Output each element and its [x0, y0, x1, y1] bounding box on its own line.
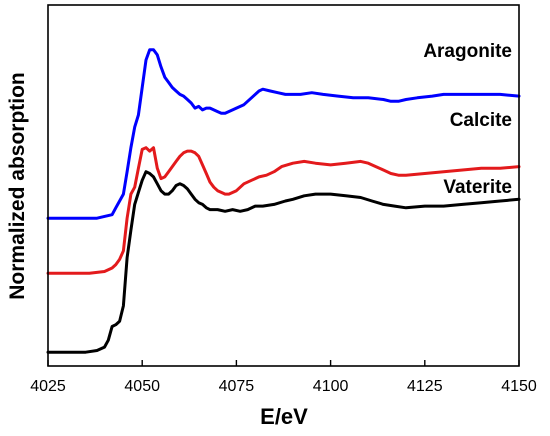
series-layer [46, 48, 521, 354]
x-tick-label: 4050 [124, 378, 160, 395]
x-tick-label: 4025 [30, 378, 66, 395]
x-tick-label: 4150 [501, 378, 537, 395]
series-line-calcite [46, 146, 521, 275]
x-axis-label: E/eV [260, 404, 308, 429]
x-tick-label: 4075 [219, 378, 255, 395]
series-line-vaterite [46, 170, 521, 354]
x-axis-ticks: 4025 4050 4075 4100 4125 4150 [30, 360, 537, 395]
x-tick-label: 4100 [313, 378, 349, 395]
y-axis-label: Normalized absorption [6, 72, 29, 300]
series-label-calcite: Calcite [450, 110, 512, 131]
series-label-vaterite: Vaterite [443, 177, 512, 198]
plot-frame [47, 4, 520, 367]
x-tick-label: 4125 [407, 378, 443, 395]
series-line-aragonite [46, 48, 521, 220]
series-label-aragonite: Aragonite [423, 41, 512, 62]
